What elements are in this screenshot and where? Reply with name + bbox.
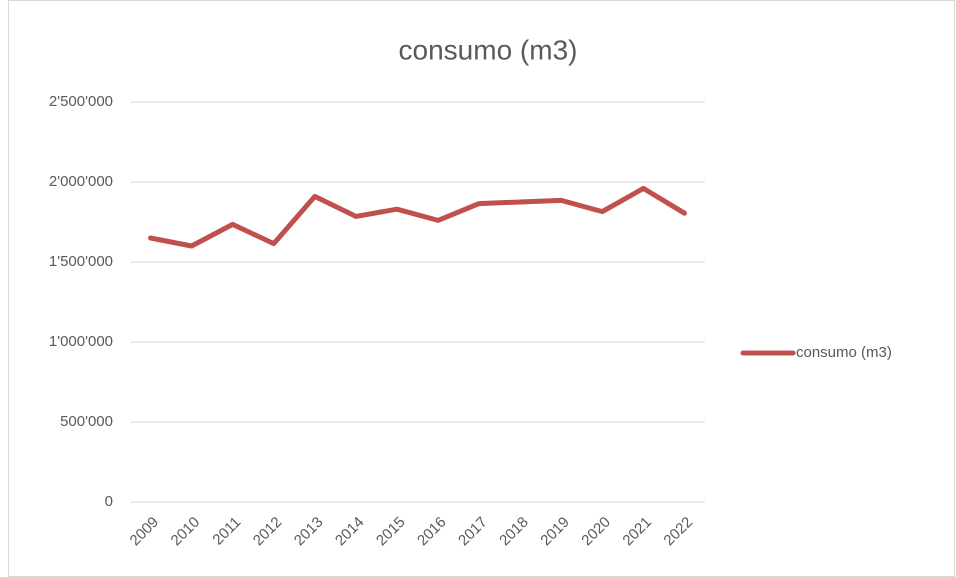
y-tick-label: 1'500'000 bbox=[49, 253, 113, 270]
chart-frame bbox=[8, 0, 955, 577]
y-tick-label: 500'000 bbox=[60, 413, 113, 430]
y-tick-label: 2'000'000 bbox=[49, 173, 113, 190]
y-tick-label: 0 bbox=[105, 493, 113, 510]
data-line bbox=[148, 185, 687, 249]
legend-label: consumo (m3) bbox=[796, 344, 892, 361]
y-tick-label: 1'000'000 bbox=[49, 333, 113, 350]
y-tick-label: 2'500'000 bbox=[49, 93, 113, 110]
chart-title: consumo (m3) bbox=[399, 34, 578, 65]
